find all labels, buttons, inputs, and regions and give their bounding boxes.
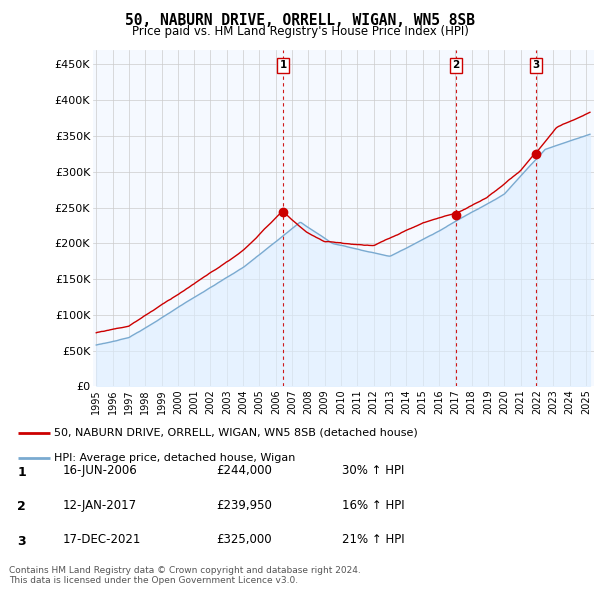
Text: Contains HM Land Registry data © Crown copyright and database right 2024.
This d: Contains HM Land Registry data © Crown c…	[9, 566, 361, 585]
Text: £325,000: £325,000	[216, 533, 272, 546]
Text: 3: 3	[533, 60, 540, 70]
Text: 1: 1	[17, 466, 26, 479]
Text: 21% ↑ HPI: 21% ↑ HPI	[342, 533, 404, 546]
Text: 16-JUN-2006: 16-JUN-2006	[63, 464, 138, 477]
Text: 50, NABURN DRIVE, ORRELL, WIGAN, WN5 8SB: 50, NABURN DRIVE, ORRELL, WIGAN, WN5 8SB	[125, 13, 475, 28]
Text: 12-JAN-2017: 12-JAN-2017	[63, 499, 137, 512]
Text: £239,950: £239,950	[216, 499, 272, 512]
Text: 3: 3	[17, 535, 26, 548]
Text: 30% ↑ HPI: 30% ↑ HPI	[342, 464, 404, 477]
Text: 16% ↑ HPI: 16% ↑ HPI	[342, 499, 404, 512]
Text: 50, NABURN DRIVE, ORRELL, WIGAN, WN5 8SB (detached house): 50, NABURN DRIVE, ORRELL, WIGAN, WN5 8SB…	[54, 428, 418, 438]
Text: 17-DEC-2021: 17-DEC-2021	[63, 533, 142, 546]
Text: £244,000: £244,000	[216, 464, 272, 477]
Text: 1: 1	[280, 60, 287, 70]
Text: 2: 2	[17, 500, 26, 513]
Text: Price paid vs. HM Land Registry's House Price Index (HPI): Price paid vs. HM Land Registry's House …	[131, 25, 469, 38]
Text: 2: 2	[452, 60, 460, 70]
Text: HPI: Average price, detached house, Wigan: HPI: Average price, detached house, Wiga…	[54, 453, 295, 463]
